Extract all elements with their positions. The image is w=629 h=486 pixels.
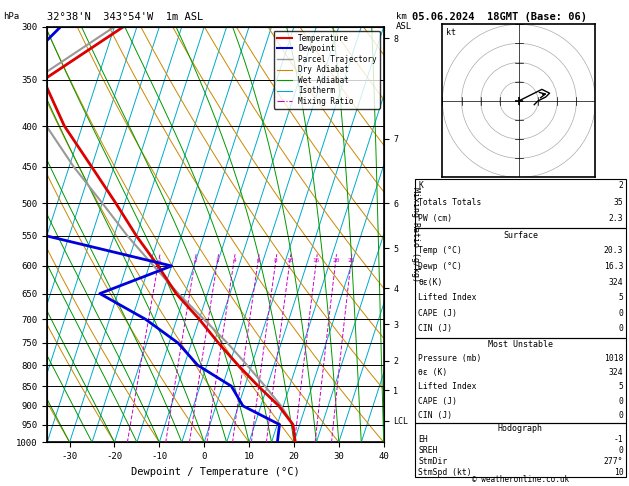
Text: 5: 5 [618,382,623,391]
Text: 6: 6 [257,258,260,262]
Text: 2.3: 2.3 [609,214,623,224]
Text: 15: 15 [313,258,320,262]
Text: K: K [418,181,423,191]
Text: θε(K): θε(K) [418,278,443,287]
Text: 1: 1 [157,258,161,262]
Text: 0: 0 [618,411,623,420]
Text: 0: 0 [618,397,623,406]
Text: 3: 3 [216,258,220,262]
Text: 5: 5 [618,293,623,302]
Text: Temp (°C): Temp (°C) [418,246,462,255]
Text: 35: 35 [613,198,623,207]
Text: 277°: 277° [604,457,623,466]
Text: CIN (J): CIN (J) [418,411,452,420]
Text: Lifted Index: Lifted Index [418,293,477,302]
Text: 32°38'N  343°54'W  1m ASL: 32°38'N 343°54'W 1m ASL [47,12,203,22]
Text: EH: EH [418,435,428,444]
Text: kt: kt [446,28,456,37]
Text: -1: -1 [613,435,623,444]
Text: SREH: SREH [418,446,438,455]
Text: Hodograph: Hodograph [498,424,543,434]
Text: hPa: hPa [3,12,19,21]
Text: 0: 0 [618,325,623,333]
Text: 16.3: 16.3 [604,262,623,271]
Text: 2: 2 [193,258,197,262]
Text: Pressure (mb): Pressure (mb) [418,354,482,363]
Text: CIN (J): CIN (J) [418,325,452,333]
Text: 10: 10 [613,468,623,477]
Text: km: km [396,12,407,21]
Text: ASL: ASL [396,22,413,31]
Text: CAPE (J): CAPE (J) [418,309,457,318]
Text: 4: 4 [232,258,236,262]
Text: Dewp (°C): Dewp (°C) [418,262,462,271]
Text: 0: 0 [618,309,623,318]
Text: StmSpd (kt): StmSpd (kt) [418,468,472,477]
Text: θε (K): θε (K) [418,368,448,377]
Text: 8: 8 [274,258,278,262]
Text: CAPE (J): CAPE (J) [418,397,457,406]
Text: 324: 324 [609,368,623,377]
Text: 0: 0 [618,446,623,455]
Text: 10: 10 [286,258,294,262]
Text: Most Unstable: Most Unstable [488,340,553,349]
Text: Totals Totals: Totals Totals [418,198,482,207]
Y-axis label: Mixing Ratio (g/kg): Mixing Ratio (g/kg) [411,187,420,282]
Text: © weatheronline.co.uk: © weatheronline.co.uk [472,474,569,484]
Text: PW (cm): PW (cm) [418,214,452,224]
Text: StmDir: StmDir [418,457,448,466]
Legend: Temperature, Dewpoint, Parcel Trajectory, Dry Adiabat, Wet Adiabat, Isotherm, Mi: Temperature, Dewpoint, Parcel Trajectory… [274,31,380,109]
Text: 1018: 1018 [604,354,623,363]
Text: 20: 20 [332,258,340,262]
Text: 25: 25 [347,258,355,262]
Text: 2: 2 [618,181,623,191]
Text: Surface: Surface [503,231,538,240]
Text: Lifted Index: Lifted Index [418,382,477,391]
Text: 20.3: 20.3 [604,246,623,255]
Text: 05.06.2024  18GMT (Base: 06): 05.06.2024 18GMT (Base: 06) [412,12,587,22]
Text: 324: 324 [609,278,623,287]
X-axis label: Dewpoint / Temperature (°C): Dewpoint / Temperature (°C) [131,467,300,477]
